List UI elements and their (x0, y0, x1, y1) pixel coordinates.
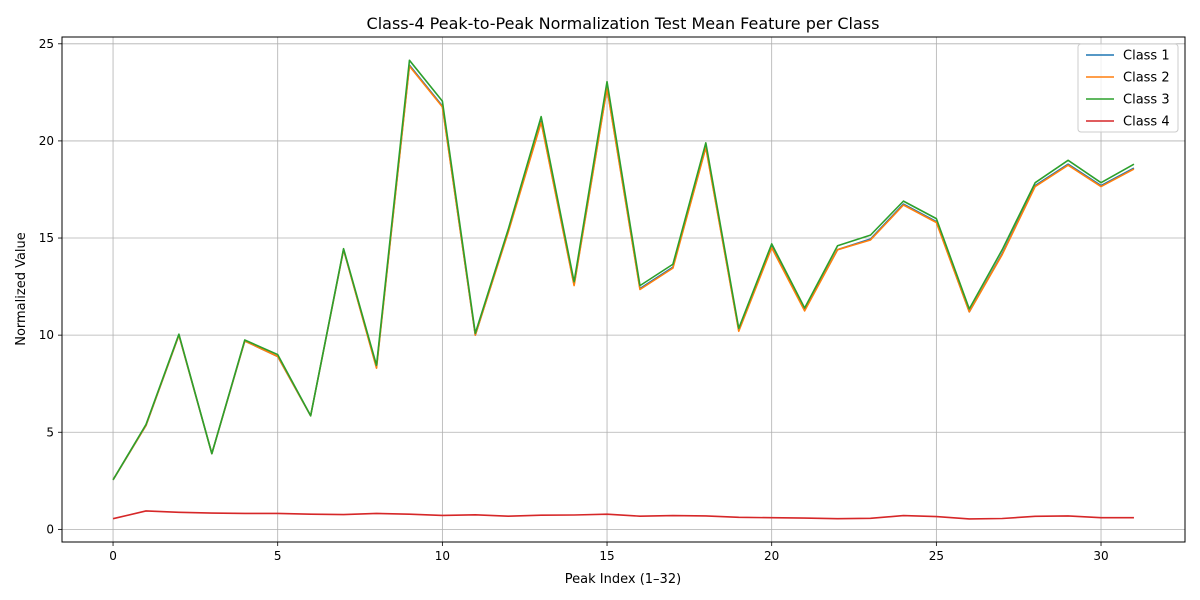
plot-frame (61, 36, 1186, 543)
y-tick-label: 15 (39, 231, 54, 245)
x-tick-label: 20 (764, 549, 779, 563)
y-axis-ticks: 0 5 10 15 20 25 (39, 37, 62, 536)
series-lines (112, 59, 1135, 520)
x-tick-label: 0 (109, 549, 117, 563)
y-tick-label: 5 (46, 425, 54, 439)
y-axis-label: Normalized Value (14, 232, 29, 346)
grid-lines (62, 37, 1185, 542)
x-axis-ticks: 0 5 10 15 20 25 30 (109, 542, 1109, 563)
legend-box (1077, 43, 1179, 133)
x-tick-label: 15 (599, 549, 614, 563)
x-tick-label: 5 (274, 549, 282, 563)
legend-label: Class 3 (1123, 93, 1170, 108)
legend-label: Class 4 (1123, 115, 1170, 130)
x-tick-label: 30 (1093, 549, 1108, 563)
y-tick-label: 20 (39, 134, 54, 148)
x-tick-label: 10 (435, 549, 450, 563)
legend-label: Class 1 (1123, 49, 1170, 64)
x-axis-label: Peak Index (1–32) (565, 572, 681, 587)
series-line-class-3 (112, 59, 1135, 481)
y-tick-label: 25 (39, 37, 54, 51)
chart-title: Class-4 Peak-to-Peak Normalization Test … (367, 14, 880, 33)
legend-label: Class 2 (1123, 71, 1170, 86)
series-line-class-4 (112, 510, 1134, 520)
legend: Class 1 Class 2 Class 3 Class 4 (1077, 43, 1179, 133)
y-tick-label: 0 (46, 522, 54, 536)
y-tick-label: 10 (39, 328, 54, 342)
x-tick-label: 25 (929, 549, 944, 563)
